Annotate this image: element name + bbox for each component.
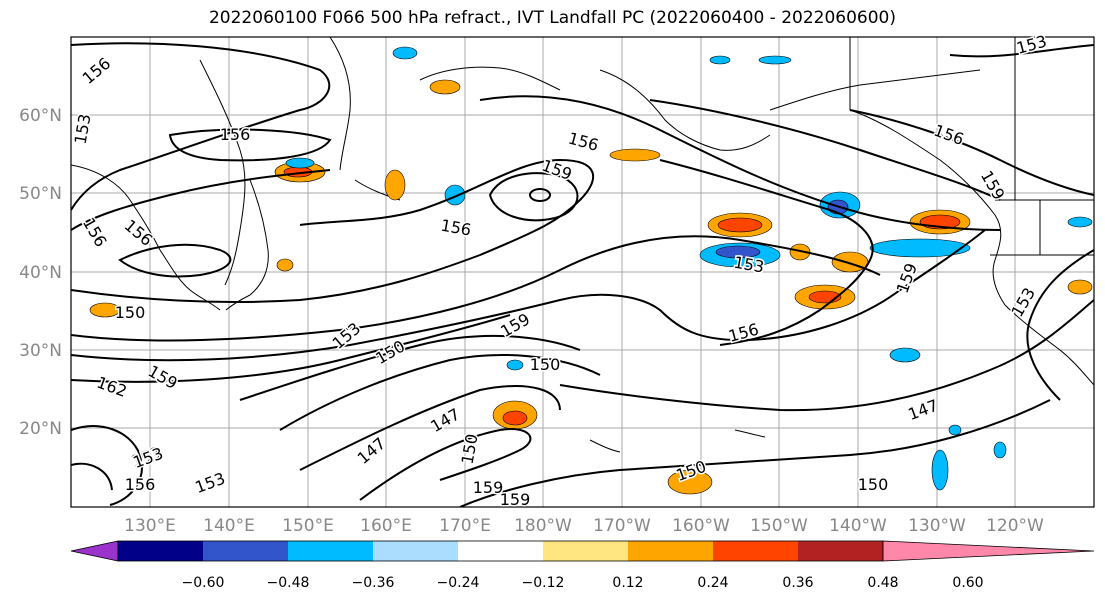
lon-label-130w: 130°W [908, 516, 966, 536]
colorbar-tick: 0.12 [612, 575, 643, 591]
map-title: 2022060100 F066 500 hPa refract., IVT La… [208, 8, 896, 28]
colorbar-tick: −0.48 [267, 575, 310, 591]
colorbar-segment [713, 541, 798, 561]
map-border [70, 36, 1095, 508]
lat-label-50n: 50°N [19, 184, 62, 204]
contour-label: 159 [473, 478, 504, 497]
colorbar-segment [288, 541, 373, 561]
longitude-labels: 130°E 140°E 150°E 160°E 170°E 180°W 170°… [124, 516, 1044, 536]
lon-label-150e: 150°E [282, 516, 334, 536]
latitude-labels: 60°N 50°N 40°N 30°N 20°N [19, 106, 62, 439]
colorbar-tick: 0.60 [952, 575, 983, 591]
colorbar-tick: 0.36 [782, 575, 813, 591]
colorbar-segment [798, 541, 883, 561]
shaded-anomalies [89, 46, 1093, 495]
colorbar-tick: −0.12 [522, 575, 565, 591]
colorbar-tick: −0.36 [352, 575, 395, 591]
colorbar [70, 540, 1095, 562]
colorbar-tick: 0.24 [697, 575, 728, 591]
lon-label-180w: 180°W [514, 516, 572, 536]
lon-label-160e: 160°E [360, 516, 412, 536]
colorbar-segment [628, 541, 713, 561]
colorbar-tick: −0.24 [437, 575, 480, 591]
lon-label-140w: 140°W [829, 516, 887, 536]
colorbar-tick: 0.48 [867, 575, 898, 591]
map-content [71, 37, 1094, 507]
lon-label-170e: 170°E [439, 516, 491, 536]
colorbar-outline [117, 540, 884, 562]
lon-label-160w: 160°W [672, 516, 730, 536]
lat-label-60n: 60°N [19, 106, 62, 126]
lon-label-150w: 150°W [750, 516, 808, 536]
colorbar-segment [118, 541, 203, 561]
colorbar-low-extension [70, 540, 119, 562]
lon-label-130e: 130°E [124, 516, 176, 536]
contours [71, 42, 1094, 507]
colorbar-ticks: −0.60 −0.48 −0.36 −0.24 −0.12 0.12 0.24 … [182, 575, 984, 591]
colorbar-segment [458, 541, 543, 561]
contour-label: 156 [220, 125, 251, 144]
lon-label-140e: 140°E [203, 516, 255, 536]
colorbar-segment [543, 541, 628, 561]
lat-label-40n: 40°N [19, 263, 62, 283]
contour-label: 156 [125, 475, 156, 494]
contour-label: 150 [858, 475, 889, 494]
contour-label: 159 [500, 490, 531, 509]
contour-label: 150 [115, 303, 146, 322]
lat-label-20n: 20°N [19, 419, 62, 439]
colorbar-segment [373, 541, 458, 561]
colorbar-tick: −0.60 [182, 575, 225, 591]
political-borders [849, 37, 1094, 256]
lon-label-120w: 120°W [986, 516, 1044, 536]
lon-label-170w: 170°W [593, 516, 651, 536]
colorbar-high-extension [882, 540, 1095, 562]
contour-label: 150 [530, 355, 561, 374]
lat-label-30n: 30°N [19, 341, 62, 361]
colorbar-segment [203, 541, 288, 561]
